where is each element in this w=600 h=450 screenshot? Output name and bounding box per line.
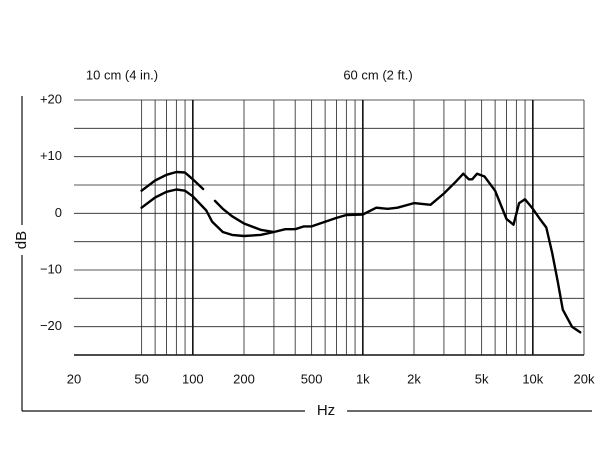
y-tick-label: 0 — [55, 205, 62, 220]
y-tick-label: +20 — [40, 91, 62, 106]
x-tick-label: 50 — [134, 371, 148, 386]
x-tick-label: 100 — [182, 371, 204, 386]
x-tick-label: 5k — [475, 371, 489, 386]
response-curve — [140, 172, 582, 334]
y-tick-label: −10 — [40, 261, 62, 276]
curve-annotation: 10 cm (4 in.) — [86, 67, 158, 82]
curve-annotation: 60 cm (2 ft.) — [343, 67, 412, 82]
y-axis-label: dB — [13, 231, 30, 249]
x-tick-label: 10k — [522, 371, 543, 386]
x-axis-label: Hz — [317, 402, 335, 419]
response-curve — [140, 170, 276, 234]
y-tick-label: +10 — [40, 148, 62, 163]
x-tick-label: 20k — [574, 371, 595, 386]
x-tick-label: 20 — [67, 371, 81, 386]
x-tick-label: 200 — [233, 371, 255, 386]
x-tick-label: 2k — [407, 371, 421, 386]
x-tick-label: 500 — [301, 371, 323, 386]
x-tick-label: 1k — [356, 371, 370, 386]
y-tick-label: −20 — [40, 318, 62, 333]
